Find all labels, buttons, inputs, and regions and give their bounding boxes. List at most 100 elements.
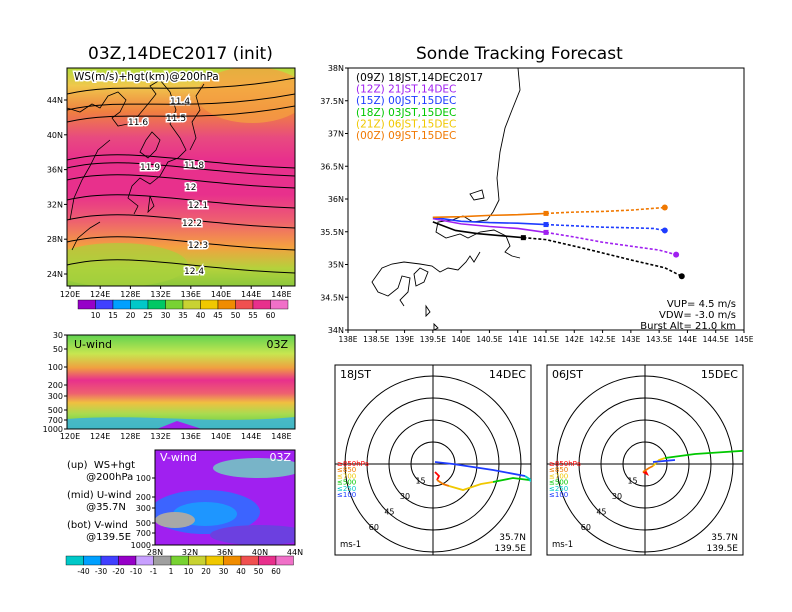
pressure-tick-label: 500: [48, 406, 63, 415]
panel-notes: (up) WS+hgt @200hPa (mid) U-wind @35.7N …: [67, 460, 135, 544]
hodograph-unit: ms-1: [552, 540, 573, 550]
lon-tick-label: 144E: [241, 290, 261, 299]
lon-tick-label: 132E: [150, 432, 170, 441]
info-line: Burst Alt= 21.0 km: [640, 321, 736, 332]
track-ascent: [432, 212, 547, 219]
contour-label: 11.6: [128, 118, 148, 128]
burst-marker: [543, 229, 549, 235]
note-line: (bot) V-wind: [67, 520, 128, 531]
right-title: Sonde Tracking Forecast: [416, 44, 623, 64]
contour-label: 12.2: [182, 219, 202, 229]
colorbar-label: 30: [219, 567, 229, 576]
lat-tick-label: 40N: [47, 131, 63, 140]
height-contour: [67, 93, 295, 111]
colorbar-swatch: [275, 555, 294, 566]
lon-tick-label: 128E: [120, 432, 140, 441]
sonde-map-bg: [348, 68, 744, 330]
colorbar-label: 10: [91, 311, 101, 320]
legend-entry: (12Z) 21JST,14DEC: [356, 84, 456, 96]
track-descent: [545, 231, 677, 256]
lon-tick-label: 144.5E: [703, 335, 729, 344]
ws-field-patch: [67, 243, 188, 286]
ring-label: 30: [400, 492, 410, 501]
colorbar-swatch: [135, 555, 154, 566]
track-ascent: [432, 221, 524, 239]
hodograph-legend-entry: ≥850hPa: [337, 460, 369, 468]
hodograph-legend-entry: ≤700: [549, 472, 568, 480]
colorbar-label: 20: [201, 567, 211, 576]
pressure-tick-label: 200: [48, 381, 63, 390]
colorbar-label: -1: [150, 567, 158, 576]
lon-tick-label: 132E: [150, 290, 170, 299]
uwind-time: 03Z: [266, 338, 288, 351]
hodograph-trace: [642, 469, 650, 477]
lon-tick-label: 141.5E: [533, 335, 559, 344]
uwind-field: [67, 335, 295, 429]
hodograph-trace: [436, 479, 450, 487]
hodograph-legend-entry: ≤250: [549, 485, 568, 493]
sonde-map-plot: [348, 68, 744, 330]
colorbar-label: 1: [169, 567, 174, 576]
hodograph-loc: 35.7N: [711, 533, 738, 543]
hodograph-trace: [434, 461, 526, 477]
lat-tick-label: 36N: [47, 166, 63, 175]
colorbar-label: 35: [178, 311, 188, 320]
colorbar-label: -40: [77, 567, 89, 576]
ring-label: 15: [415, 477, 425, 486]
lon-tick-label: 136E: [181, 432, 201, 441]
hodograph-legend-entry: ≤250: [337, 485, 356, 493]
ring-label: 60: [369, 523, 379, 532]
uwind-terrain: [157, 421, 202, 429]
info-line: VUP= 4.5 m/s: [667, 299, 736, 310]
height-contour: [67, 236, 295, 251]
colorbar-swatch: [130, 299, 149, 310]
lon-tick-label: 128E: [120, 290, 140, 299]
lon-tick-label: 139.5E: [420, 335, 446, 344]
contour-label: 12.3: [188, 241, 208, 251]
legend-entry: (21Z) 06JST,15DEC: [356, 118, 456, 130]
colorbar-swatch: [118, 555, 137, 566]
hodograph-trace: [524, 475, 531, 483]
colorbar-label: 60: [271, 567, 281, 576]
hodograph-date: 15DEC: [701, 368, 738, 381]
pressure-tick-label: 200: [136, 493, 151, 502]
lat-tick-label: 34.5N: [320, 293, 344, 302]
track-descent: [545, 206, 665, 215]
colorbar-label: 10: [184, 567, 194, 576]
legend-entry: (00Z) 09JST,15DEC: [356, 130, 456, 142]
ws-map-frame: [66, 67, 296, 287]
hodograph-trace: [492, 477, 530, 483]
colorbar-swatch: [112, 299, 131, 310]
contour-label: 12.4: [184, 267, 204, 277]
colorbar-label: 50: [231, 311, 241, 320]
note-line: (up) WS+hgt: [67, 460, 136, 471]
vwind-patch: [210, 525, 295, 545]
height-contour: [67, 77, 295, 95]
height-contour: [67, 259, 295, 274]
track-ascent: [432, 216, 547, 226]
contour-label: 12: [185, 183, 196, 193]
burst-marker: [520, 235, 526, 241]
colorbar-swatch: [95, 299, 114, 310]
height-contour: [67, 105, 295, 123]
colorbar-swatch: [217, 299, 236, 310]
hodograph-legend-entry: ≤700: [337, 472, 356, 480]
vwind-patch: [155, 512, 195, 528]
colorbar-swatch: [100, 555, 119, 566]
lat-tick-label: 36N: [217, 548, 233, 557]
lat-tick-label: 32N: [182, 548, 198, 557]
note-line: @139.5E: [67, 532, 132, 543]
ring-label: 45: [596, 508, 606, 517]
contour-label: 12.1: [188, 201, 208, 211]
colorbar-label: 15: [108, 311, 118, 320]
pressure-tick-label: 500: [136, 519, 151, 528]
hodograph-trace: [652, 459, 676, 463]
lon-tick-label: 148E: [271, 432, 291, 441]
vwind-patch: [213, 458, 295, 478]
legend-entry: (09Z) 18JST,14DEC2017: [356, 72, 483, 84]
lon-tick-label: 142E: [565, 335, 584, 344]
info-line: VDW= -3.0 m/s: [659, 310, 736, 321]
height-contour: [67, 214, 295, 229]
track-descent: [523, 236, 683, 278]
colorbar-swatch: [77, 299, 96, 310]
